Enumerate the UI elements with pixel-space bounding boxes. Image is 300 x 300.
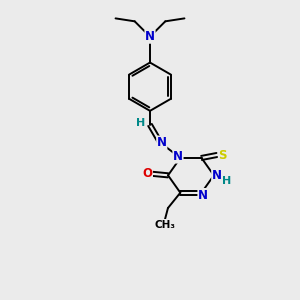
Text: O: O: [142, 167, 152, 180]
Text: H: H: [136, 118, 145, 128]
Text: N: N: [157, 136, 167, 149]
Text: N: N: [173, 150, 183, 163]
Text: N: N: [198, 189, 208, 202]
Text: CH₃: CH₃: [154, 220, 176, 230]
Text: S: S: [218, 148, 227, 161]
Text: N: N: [212, 169, 222, 182]
Text: N: N: [145, 30, 155, 43]
Text: H: H: [222, 176, 231, 186]
